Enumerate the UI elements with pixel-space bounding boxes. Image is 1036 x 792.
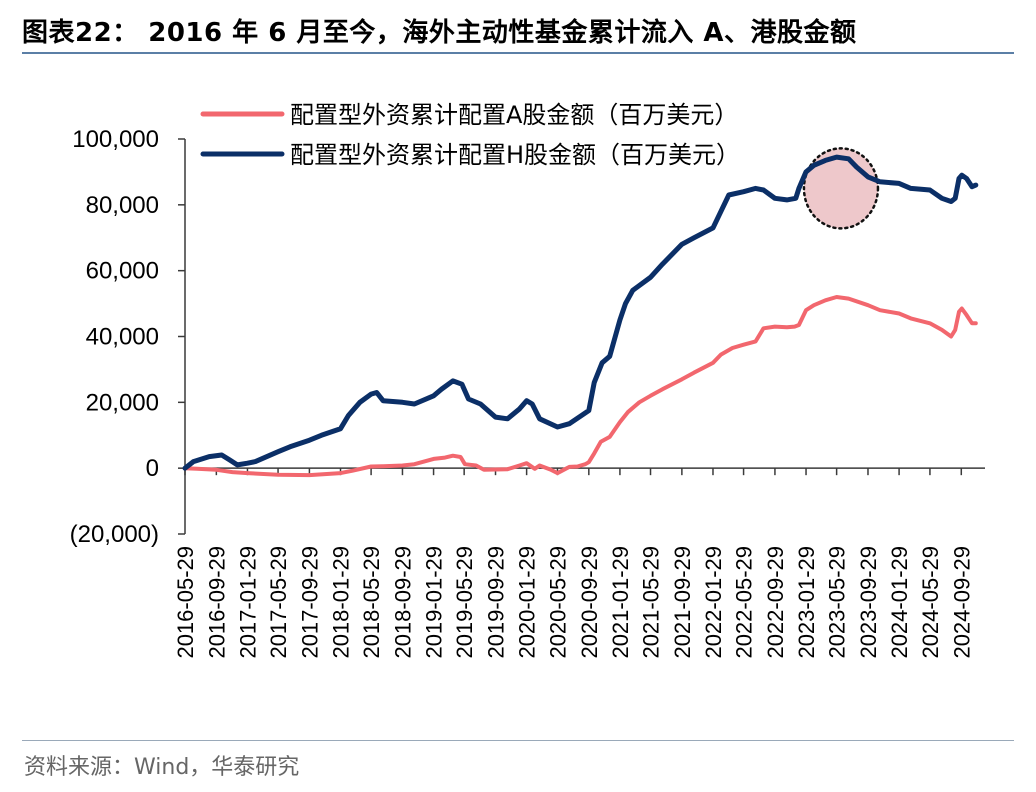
y-tick-label: 60,000 bbox=[86, 258, 159, 285]
x-tick-label: 2019-05-29 bbox=[452, 546, 477, 659]
highlight-layer bbox=[802, 147, 880, 230]
x-tick-label: 2021-09-29 bbox=[670, 546, 695, 659]
legend-label-a-share: 配置型外资累计配置A股金额（百万美元） bbox=[290, 101, 738, 129]
axes: (20,000) 0 20,000 40,000 60,000 80,000 100,000… bbox=[70, 126, 985, 659]
y-tick-label: 40,000 bbox=[86, 324, 159, 351]
x-tick-label: 2018-05-29 bbox=[359, 546, 384, 659]
x-tick-label: 2022-09-29 bbox=[763, 546, 788, 659]
x-tick-label: 2019-01-29 bbox=[422, 546, 447, 659]
y-tick-label: 80,000 bbox=[86, 192, 159, 219]
x-tick-label: 2020-01-29 bbox=[515, 546, 540, 659]
x-tick-label: 2018-01-29 bbox=[329, 546, 354, 659]
y-tick-label: (20,000) bbox=[70, 521, 159, 548]
x-tick-label: 2017-09-29 bbox=[297, 546, 322, 659]
x-tick-label: 2022-01-29 bbox=[701, 546, 726, 659]
x-tick-label: 2023-05-29 bbox=[825, 546, 850, 659]
x-tick-label: 2020-05-29 bbox=[545, 546, 570, 659]
x-tick-label: 2020-09-29 bbox=[577, 546, 602, 659]
y-tick-label: 0 bbox=[146, 455, 159, 482]
source-note: 资料来源：Wind，华泰研究 bbox=[24, 755, 300, 780]
x-tick-label: 2019-09-29 bbox=[484, 546, 509, 659]
x-tick-label: 2018-09-29 bbox=[390, 546, 415, 659]
x-tick-label: 2017-01-29 bbox=[235, 546, 260, 659]
x-tick-label: 2017-05-29 bbox=[266, 546, 291, 659]
legend: 配置型外资累计配置A股金额（百万美元） 配置型外资累计配置H股金额（百万美元） bbox=[200, 101, 740, 169]
source-divider bbox=[22, 740, 1014, 741]
x-tick-label: 2021-05-29 bbox=[639, 546, 664, 659]
x-tick-label: 2024-05-29 bbox=[918, 546, 943, 659]
figure-title: 图表22： 2016 年 6 月至今，海外主动性基金累计流入 A、港股金额 bbox=[22, 18, 857, 48]
x-tick-label: 2016-05-29 bbox=[173, 546, 198, 659]
x-tick-label: 2022-05-29 bbox=[732, 546, 757, 659]
x-tick-label: 2023-01-29 bbox=[794, 546, 819, 659]
y-tick-label: 100,000 bbox=[72, 126, 159, 153]
x-tick-label: 2016-09-29 bbox=[204, 546, 229, 659]
highlight-circle bbox=[802, 147, 880, 230]
y-tick-label: 20,000 bbox=[86, 389, 159, 416]
title-divider bbox=[22, 52, 1014, 54]
x-tick-label: 2023-09-29 bbox=[856, 546, 881, 659]
x-tick-label: 2021-01-29 bbox=[608, 546, 633, 659]
series-line-h-share bbox=[182, 154, 979, 471]
x-tick-label: 2024-09-29 bbox=[949, 546, 974, 659]
legend-label-h-share: 配置型外资累计配置H股金额（百万美元） bbox=[290, 141, 740, 169]
line-chart: (20,000) 0 20,000 40,000 60,000 80,000 100,000… bbox=[70, 101, 985, 659]
x-tick-label: 2024-01-29 bbox=[887, 546, 912, 659]
series-lines bbox=[182, 154, 979, 478]
series-line-a-share bbox=[183, 295, 978, 478]
